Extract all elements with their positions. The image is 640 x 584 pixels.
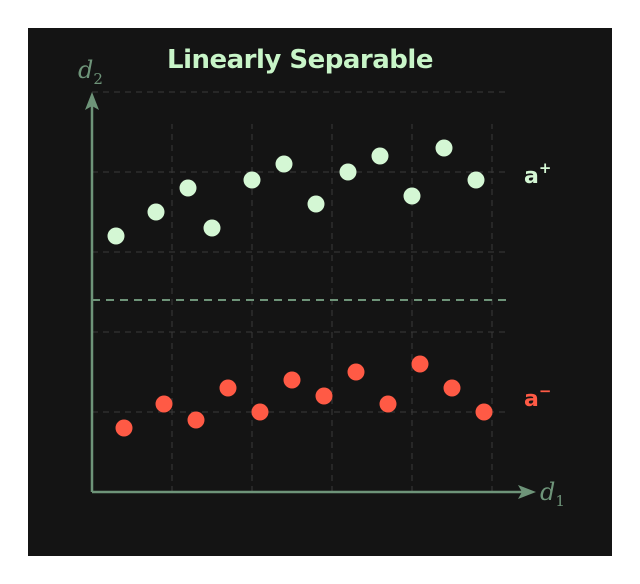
positive-point [339, 163, 357, 181]
positive-class-label: a+ [524, 159, 551, 189]
negative-point [155, 395, 173, 413]
negative-point [187, 411, 205, 429]
positive-point [203, 219, 221, 237]
positive-class-label-superscript: + [539, 159, 552, 177]
y-axis-label: d2 [78, 56, 103, 88]
positive-point [107, 227, 125, 245]
negative-class-label-main: a [524, 387, 539, 412]
positive-point [275, 155, 293, 173]
positive-point [371, 147, 389, 165]
y-axis-arrow-icon [85, 92, 99, 110]
y-axis-label-subscript: 2 [93, 70, 103, 88]
negative-point [443, 379, 461, 397]
negative-point [283, 371, 301, 389]
axes [85, 92, 536, 499]
diagram-title: Linearly Separable [167, 45, 433, 75]
x-axis-label-main: d [540, 478, 555, 506]
negative-class-label-superscript: − [539, 382, 552, 400]
positive-point [435, 139, 453, 157]
negative-point [347, 363, 365, 381]
positive-point [403, 187, 421, 205]
positive-point [243, 171, 261, 189]
x-axis-label: d1 [540, 478, 565, 510]
positive-point [467, 171, 485, 189]
positive-point [179, 179, 197, 197]
negative-point [219, 379, 237, 397]
negative-point [251, 403, 269, 421]
data-points [107, 139, 493, 437]
negative-point [411, 355, 429, 373]
diagram-panel: Linearly Separable d2 d1 a+ a− [28, 28, 612, 556]
negative-point [475, 403, 493, 421]
y-axis-label-main: d [78, 56, 93, 84]
negative-class-label: a− [524, 382, 551, 412]
x-axis-label-subscript: 1 [555, 492, 565, 510]
negative-point [315, 387, 333, 405]
negative-point [115, 419, 133, 437]
x-axis-arrow-icon [518, 485, 536, 499]
negative-point [379, 395, 397, 413]
scatter-plot: Linearly Separable d2 d1 a+ a− [78, 45, 565, 510]
positive-point [307, 195, 325, 213]
positive-class-label-main: a [524, 164, 539, 189]
positive-point [147, 203, 165, 221]
